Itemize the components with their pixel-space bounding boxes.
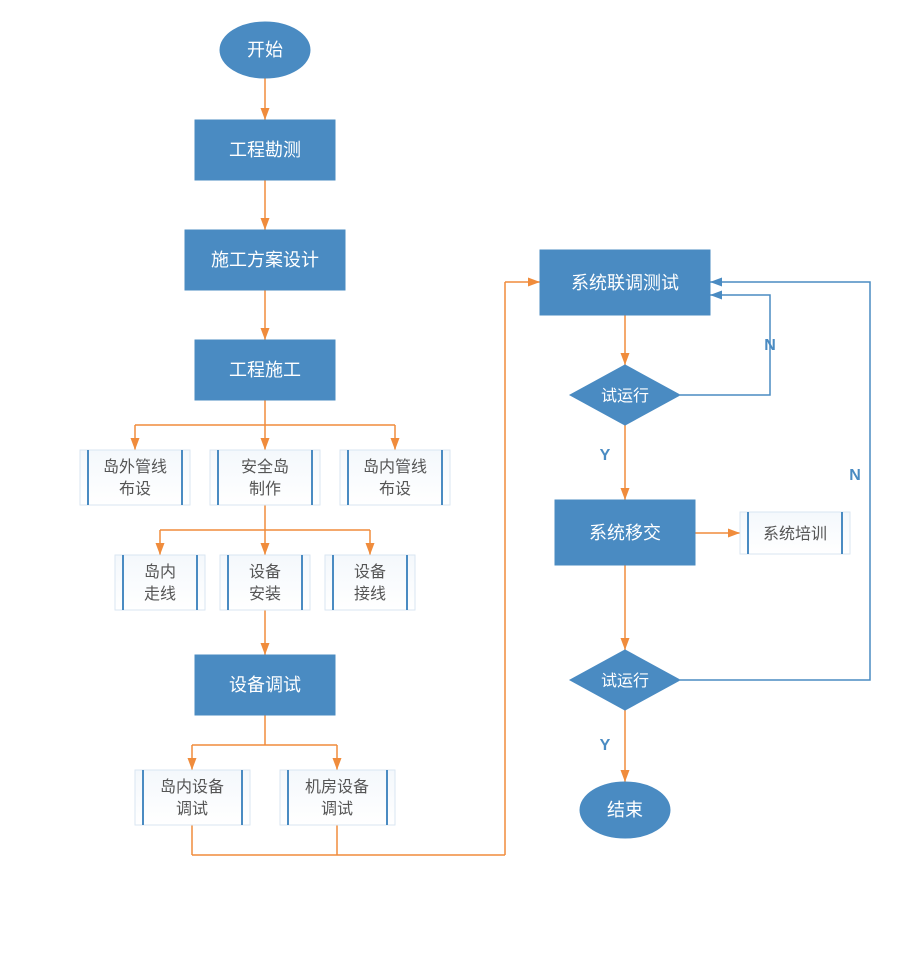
node-start: 开始 xyxy=(220,22,310,78)
node-sub1b: 安全岛 制作 xyxy=(210,450,320,505)
node-handover: 系统移交 xyxy=(555,500,695,565)
svg-text:布设: 布设 xyxy=(119,480,151,498)
svg-text:布设: 布设 xyxy=(379,480,411,498)
flowchart-diagram: N Y N Y 开始 工程勘测 施工方案设计 工程施工 岛外管线 布设 xyxy=(0,0,902,955)
svg-text:工程施工: 工程施工 xyxy=(229,360,301,380)
svg-text:设备调试: 设备调试 xyxy=(229,675,301,695)
node-integration: 系统联调测试 xyxy=(540,250,710,315)
svg-text:设备: 设备 xyxy=(249,563,281,581)
node-design: 施工方案设计 xyxy=(185,230,345,290)
svg-text:系统联调测试: 系统联调测试 xyxy=(571,273,679,293)
svg-text:机房设备: 机房设备 xyxy=(305,778,369,796)
node-sub1c: 岛内管线 布设 xyxy=(340,450,450,505)
node-sub1a: 岛外管线 布设 xyxy=(80,450,190,505)
node-training: 系统培训 xyxy=(740,512,850,554)
svg-text:试运行: 试运行 xyxy=(601,387,649,405)
node-sub3a: 岛内设备 调试 xyxy=(135,770,250,825)
svg-text:系统培训: 系统培训 xyxy=(763,525,827,543)
trial2-no-label: N xyxy=(849,467,861,484)
node-debug: 设备调试 xyxy=(195,655,335,715)
node-end: 结束 xyxy=(580,782,670,838)
node-sub2b: 设备 安装 xyxy=(220,555,310,610)
svg-text:安全岛: 安全岛 xyxy=(241,458,289,476)
svg-text:调试: 调试 xyxy=(176,800,208,818)
trial1-yes-label: Y xyxy=(600,447,611,464)
svg-text:岛内管线: 岛内管线 xyxy=(363,458,427,476)
node-construction: 工程施工 xyxy=(195,340,335,400)
trial2-yes-label: Y xyxy=(600,737,611,754)
node-sub2c: 设备 接线 xyxy=(325,555,415,610)
node-survey: 工程勘测 xyxy=(195,120,335,180)
trial1-no-label: N xyxy=(764,337,776,354)
svg-text:设备: 设备 xyxy=(354,563,386,581)
svg-text:施工方案设计: 施工方案设计 xyxy=(211,250,319,270)
svg-text:岛内设备: 岛内设备 xyxy=(160,778,224,796)
node-trial1: 试运行 xyxy=(570,365,680,425)
svg-text:系统移交: 系统移交 xyxy=(589,523,661,543)
svg-text:走线: 走线 xyxy=(144,585,176,603)
svg-text:调试: 调试 xyxy=(321,800,353,818)
svg-text:接线: 接线 xyxy=(354,585,386,603)
svg-text:安装: 安装 xyxy=(249,585,281,603)
node-sub2a: 岛内 走线 xyxy=(115,555,205,610)
svg-text:开始: 开始 xyxy=(247,40,283,60)
svg-text:试运行: 试运行 xyxy=(601,672,649,690)
svg-text:制作: 制作 xyxy=(249,480,281,498)
node-sub3b: 机房设备 调试 xyxy=(280,770,395,825)
svg-text:岛内: 岛内 xyxy=(144,563,176,581)
svg-text:岛外管线: 岛外管线 xyxy=(103,458,167,476)
svg-text:工程勘测: 工程勘测 xyxy=(229,140,301,160)
svg-text:结束: 结束 xyxy=(607,800,643,820)
node-trial2: 试运行 xyxy=(570,650,680,710)
